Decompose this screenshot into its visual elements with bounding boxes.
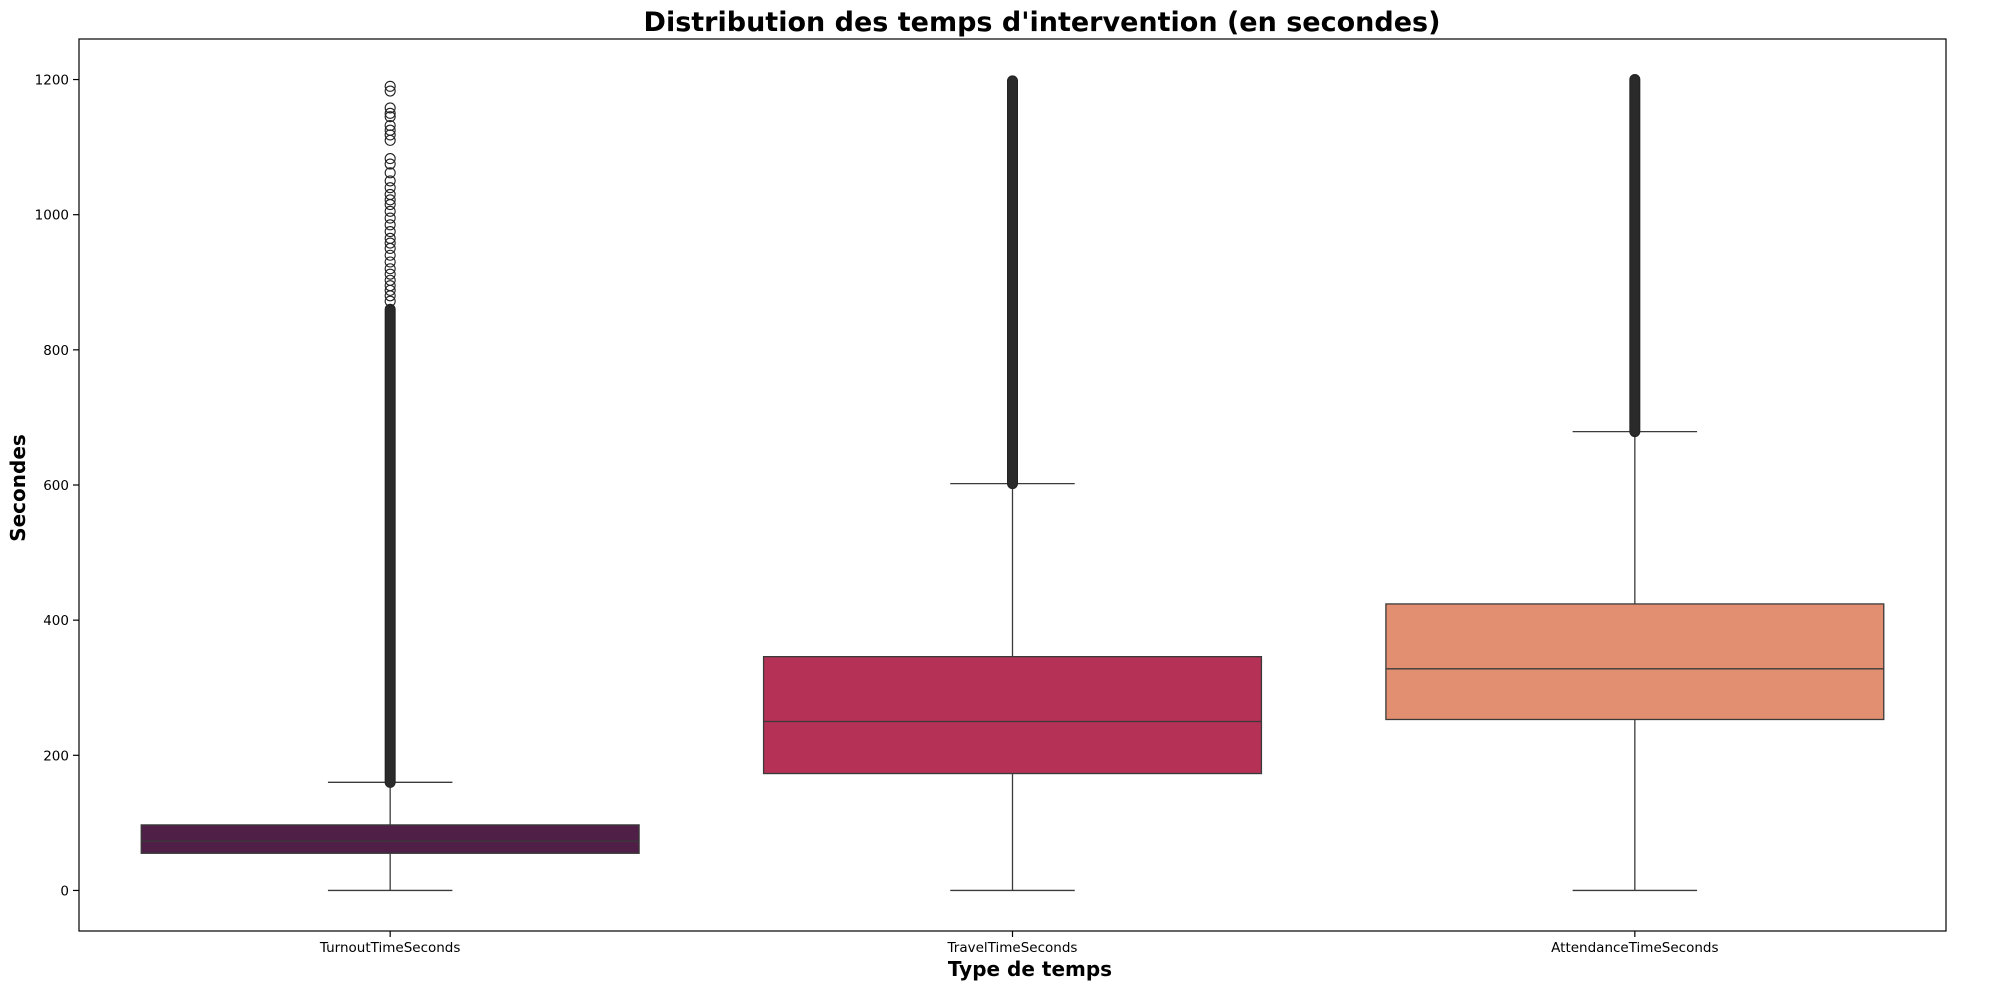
outlier-point (384, 153, 396, 165)
outlier-point (384, 102, 396, 114)
y-tick-label: 200 (43, 748, 69, 764)
outlier-point (384, 167, 396, 179)
y-tick-label: 800 (43, 343, 69, 359)
outlier-point (384, 226, 396, 238)
x-tick-label: TravelTimeSeconds (947, 940, 1078, 956)
outlier-point (384, 256, 396, 268)
plot-area: 0 200 400 600 800 1000 1200 TurnoutTimeSeconds T… (35, 73, 1885, 956)
outlier-point (384, 188, 396, 200)
y-tick-label: 600 (43, 478, 69, 494)
outlier-point (384, 175, 396, 187)
y-tick-label: 400 (43, 613, 69, 629)
outlier-point (384, 237, 396, 249)
outlier-point (384, 268, 396, 280)
outlier-point (384, 295, 396, 307)
y-axis-label: Secondes (6, 434, 30, 542)
outliers-dense (1629, 74, 1641, 438)
outlier-point (384, 205, 396, 217)
x-axis-label: Type de temps (948, 957, 1112, 981)
outlier-point (384, 124, 396, 136)
x-tick-label: AttendanceTimeSeconds (1551, 940, 1718, 956)
box-iqr (1385, 603, 1885, 721)
outlier-point (384, 194, 396, 206)
y-tick-label: 1200 (35, 73, 69, 89)
y-tick-label: 0 (60, 883, 69, 899)
x-tick-label: TurnoutTimeSeconds (319, 940, 460, 956)
outlier-point (384, 280, 396, 292)
outlier-point (384, 158, 396, 170)
y-tick-label: 1000 (35, 208, 69, 224)
outliers-dense (1007, 75, 1018, 490)
outlier-point (384, 212, 396, 224)
outliers-dense (384, 303, 396, 788)
outlier-point (384, 119, 396, 132)
outlier-point (384, 80, 396, 92)
box-iqr (762, 655, 1263, 775)
outlier-point (384, 249, 396, 261)
outlier-point (384, 182, 396, 194)
outlier-point (384, 107, 396, 119)
outlier-point (384, 232, 396, 244)
outlier-point (384, 85, 396, 97)
outlier-point (384, 263, 396, 275)
box-iqr (140, 824, 640, 854)
outlier-point (384, 219, 396, 231)
chart-title: Distribution des temps d'intervention (e… (644, 7, 1441, 38)
outlier-point (384, 111, 396, 123)
outlier-point (384, 274, 396, 286)
plot-frame (78, 38, 1947, 932)
